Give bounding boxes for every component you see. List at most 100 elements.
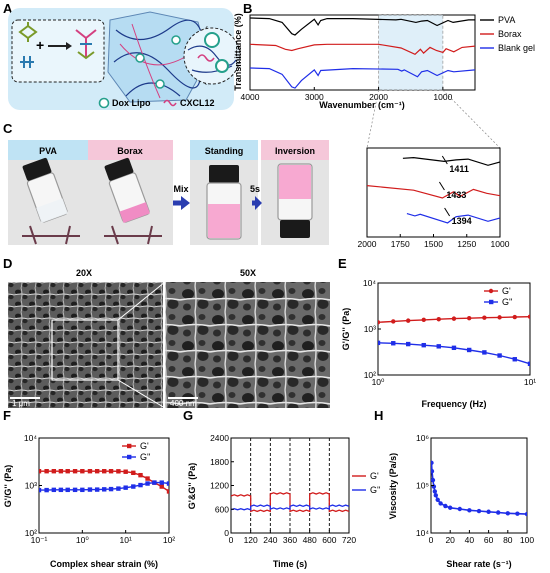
inset-series-line [406,213,500,224]
tick-label-y: 600 [215,504,229,514]
legend-marker [488,288,494,294]
tick-label-y: 10³ [25,481,37,491]
panel-c-vials: PVA Borax Standing Inversion [8,140,329,245]
data-point [505,511,510,516]
liposome-icon [215,59,229,73]
data-point [94,487,100,492]
label-bar-inversion [261,140,329,160]
tick-label-x: 120 [244,535,258,545]
panel-e-frequency-sweep: 10⁰ 10¹ 10² 10³ 10⁴ G'G'' Frequency (Hz) G'/… [341,278,536,409]
tick-label-y: 10³ [364,324,376,334]
tick-label-y: 10⁶ [416,433,429,443]
panel-label-h: H [374,408,383,423]
data-point [87,469,93,474]
inset-series-line [402,156,500,166]
data-point [512,357,517,362]
vial-standing-icon [206,165,242,240]
mix-arrow-icon-head [181,196,190,210]
axis-label-x: Frequency (Hz) [421,399,486,409]
vial-borax-icon [104,157,150,223]
tick-label-x: 600 [322,535,336,545]
panel-h-viscosity: 0 20 40 60 80 100 10⁴ 10⁵ 10⁶ Shear rate (s⁻¹) V… [388,433,534,569]
crosslinked-network-icon [75,29,97,60]
plot-frame-b [249,14,476,91]
annotation-label: 1433 [446,190,466,200]
data-point [102,469,107,474]
data-point [476,508,482,514]
label-bar-standing [190,140,258,160]
data-point [497,315,502,320]
liposome-dot [135,53,145,63]
annotation-arrow-icon [438,181,445,191]
data-point [131,470,136,476]
inset-series-line [367,185,500,199]
zoom-line [442,89,501,149]
legend-label: G' [140,441,149,451]
data-point [51,487,57,493]
label-pva: PVA [39,146,57,156]
sem-image-20x [8,282,163,408]
data-point [152,480,157,485]
arrow-label-mix: Mix [173,184,188,194]
data-point [527,361,530,367]
data-point [482,350,487,355]
vial-pva-icon [22,157,68,223]
data-point [421,317,426,323]
tick-label-x: 10¹ [524,377,536,387]
data-point [123,469,128,474]
legend-label: G'' [370,485,381,495]
hydrogel-network-icon [107,11,209,103]
tick-label-x: 0 [229,535,234,545]
legend-label: G'' [502,297,513,307]
data-point [432,489,438,494]
data-point [405,318,411,323]
time-arrow-icon-head [255,196,262,210]
data-point [433,493,438,498]
data-point [138,472,143,478]
data-point [467,508,472,513]
data-point [524,511,527,517]
data-point [80,487,85,493]
liposome-dot [171,35,181,45]
plus-icon: + [36,37,44,53]
data-point [44,487,49,493]
legend-label: G' [502,286,511,296]
panel-label-b: B [243,1,252,16]
data-point [431,477,436,483]
data-point [466,347,472,353]
series-line [250,17,475,36]
annotation-label: 1394 [452,216,472,226]
tick-label-x: 40 [465,535,475,545]
data-point [145,476,150,481]
annotation-label: 1411 [449,164,469,174]
panel-label-f: F [3,408,11,423]
data-point [123,485,128,490]
data-point [72,487,78,493]
panel-label-g: G [183,408,193,423]
axis-label-x: Wavenumber (cm⁻¹) [319,100,404,110]
label-bar-borax [88,140,173,160]
data-point [436,344,441,349]
data-point [515,511,520,516]
vial-stand-icon [104,225,162,245]
legend-marker [127,454,132,460]
arrow-label-5s: 5s [250,184,260,194]
data-point [116,486,121,491]
axis-label-x: Shear rate (s⁻¹) [446,559,511,569]
data-point [94,469,100,474]
arrow-right-icon-head [66,42,72,50]
tick-label-x: 10¹ [120,535,132,545]
label-standing: Standing [205,146,244,156]
tick-label-x: 4000 [241,92,260,102]
data-point [138,482,143,488]
axis-label-x: Time (s) [273,559,307,569]
tick-label-y: 1800 [210,457,229,467]
legend-marker [127,443,132,449]
tick-label-x: 10⁰ [76,535,89,545]
tick-label-x: 20 [445,535,455,545]
inset-tick-label-x: 1500 [424,239,443,249]
data-point [108,469,114,474]
legend-dox-lipo: Dox Lipo [112,98,151,108]
data-point [80,469,85,474]
